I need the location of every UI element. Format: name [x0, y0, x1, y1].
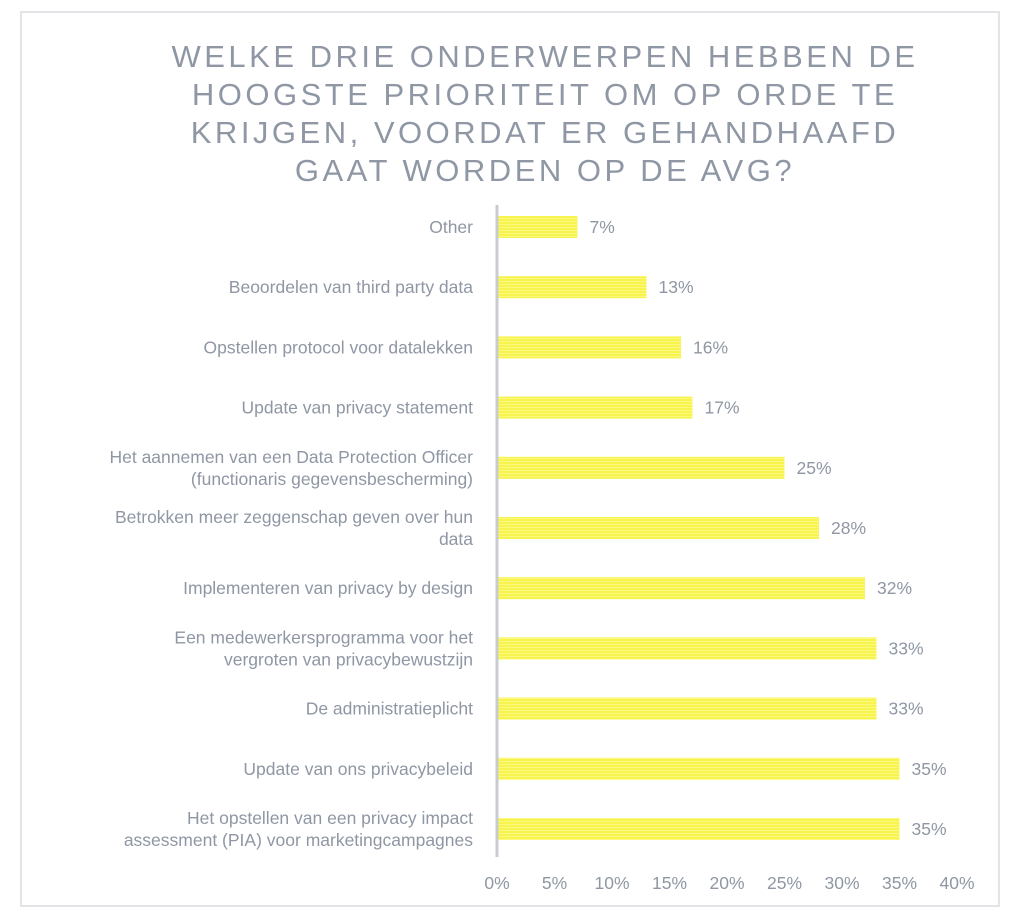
x-tick-label: 5%: [542, 873, 567, 893]
data-label: 25%: [797, 458, 832, 478]
chart-title-line: WELKE DRIE ONDERWERPEN HEBBEN DE: [171, 39, 919, 74]
data-label: 17%: [705, 398, 740, 418]
data-label: 33%: [889, 638, 924, 658]
category-label: Een medewerkersprogramma voor het: [174, 627, 473, 647]
chart-frame: [20, 11, 1000, 907]
chart-title-line: KRIJGEN, VOORDAT ER GEHANDHAAFD: [190, 115, 900, 150]
data-label: 35%: [912, 819, 947, 839]
category-label: Other: [429, 217, 473, 237]
x-tick-label: 20%: [709, 873, 744, 893]
chart-title-line: GAAT WORDEN OP DE AVG?: [294, 153, 796, 188]
category-label: Het aannemen van een Data Protection Off…: [109, 447, 473, 467]
category-label: De administratieplicht: [306, 699, 473, 719]
category-label: vergroten van privacybewustzijn: [224, 649, 473, 669]
chart-title-line: HOOGSTE PRIORITEIT OM OP ORDE TE: [191, 77, 899, 112]
bar: [497, 577, 865, 600]
data-label: 32%: [877, 578, 912, 598]
x-tick-label: 0%: [484, 873, 509, 893]
x-tick-label: 35%: [882, 873, 917, 893]
data-label: 28%: [831, 518, 866, 538]
bar: [497, 818, 900, 840]
bar: [497, 216, 578, 238]
category-label: assessment (PIA) voor marketingcampagnes: [124, 830, 473, 850]
category-label: data: [439, 529, 473, 549]
x-tick-label: 15%: [652, 873, 687, 893]
bar: [497, 637, 877, 660]
category-label: Het opstellen van een privacy impact: [187, 808, 473, 828]
bar: [497, 517, 819, 539]
category-label: Betrokken meer zeggenschap geven over hu…: [115, 507, 473, 527]
data-label: 13%: [659, 277, 694, 297]
data-label: 35%: [912, 759, 947, 779]
category-label: Implementeren van privacy by design: [183, 578, 473, 598]
x-tick-label: 25%: [767, 873, 802, 893]
data-label: 33%: [889, 699, 924, 719]
category-label: Beoordelen van third party data: [229, 277, 473, 297]
category-label: Update van privacy statement: [241, 398, 473, 418]
x-tick-label: 40%: [939, 873, 974, 893]
x-tick-label: 10%: [594, 873, 629, 893]
data-label: 7%: [590, 217, 615, 237]
bar: [497, 456, 785, 479]
category-label: Update van ons privacybeleid: [243, 759, 473, 779]
category-label: (functionaris gegevensbescherming): [191, 469, 473, 489]
x-tick-label: 30%: [824, 873, 859, 893]
data-label: 16%: [693, 337, 728, 357]
bar: [497, 757, 900, 780]
bar: [497, 276, 647, 299]
bar: [497, 396, 693, 419]
bar: [497, 336, 681, 359]
category-label: Opstellen protocol voor datalekken: [204, 337, 473, 357]
bar: [497, 697, 877, 720]
